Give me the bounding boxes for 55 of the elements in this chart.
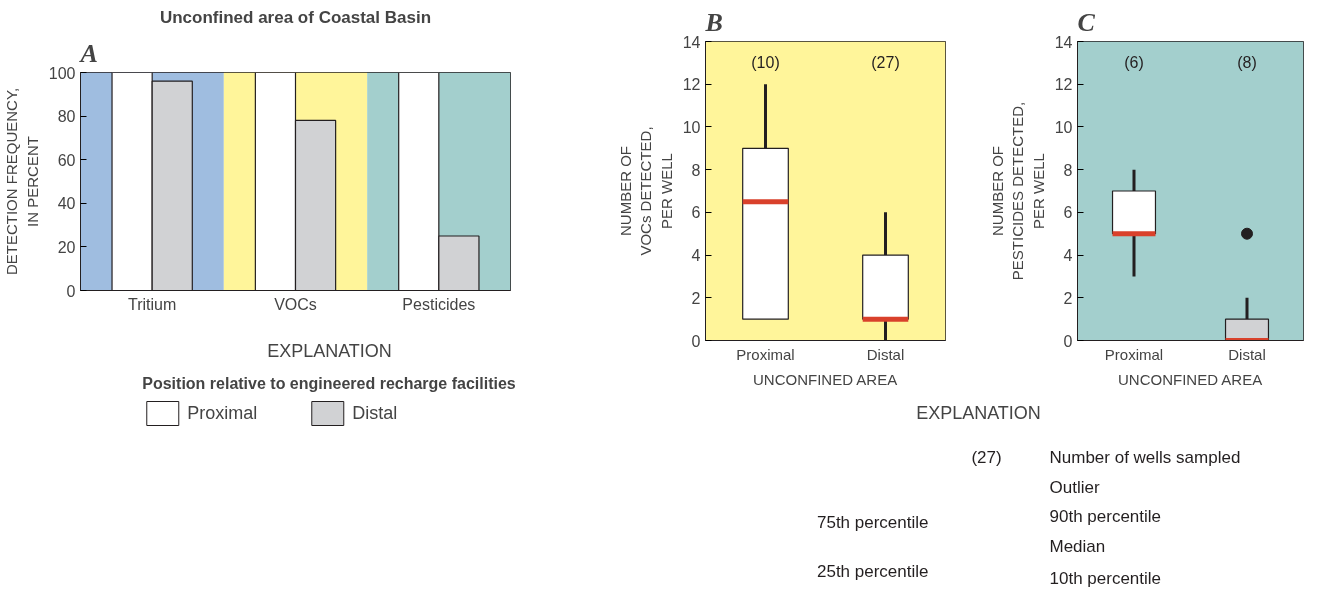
y-axis-title: DETECTION FREQUENCY, IN PERCENT	[3, 87, 41, 276]
text: C	[1077, 7, 1096, 37]
y-tick-label: 20	[57, 238, 76, 256]
x-tick-label: Proximal	[736, 345, 795, 363]
x-tick-label: Tritium	[128, 295, 177, 313]
annotation: (10)	[751, 53, 780, 71]
y-tick-label: 4	[1063, 247, 1073, 265]
y-tick-label: 12	[682, 76, 701, 94]
text: (27)	[971, 447, 1002, 467]
text: 10th percentile	[1049, 569, 1162, 589]
text: A	[78, 38, 98, 68]
x-tick-label: Distal	[866, 345, 905, 363]
text: Number of wells sampled	[1049, 447, 1241, 467]
x-tick-label: Distal	[1228, 345, 1266, 363]
y-tick-label: 80	[57, 108, 76, 126]
y-tick-label: 0	[691, 332, 701, 350]
text: Outlier	[1049, 478, 1100, 498]
chart-title: Unconfined area of Coastal Basin	[159, 7, 432, 27]
text: EXPLANATION	[916, 402, 1041, 423]
text: 75th percentile	[816, 512, 929, 532]
y-tick-label: 12	[1054, 76, 1073, 94]
y-tick-label: 2	[1063, 289, 1073, 307]
y-tick-label: 4	[691, 247, 701, 265]
y-tick-label: 14	[1054, 33, 1073, 51]
y-tick-label: 0	[1063, 332, 1073, 350]
x-tick-label: Proximal	[1104, 345, 1164, 363]
y-tick-label: 0	[66, 282, 76, 300]
legend-title: Position relative to engineered recharge facilities	[142, 375, 516, 393]
y-tick-label: 6	[1063, 204, 1073, 222]
x-axis-title: UNCONFINED AREA	[1117, 370, 1263, 388]
x-tick-label: VOCs	[274, 295, 317, 313]
y-tick-label: 10	[1054, 118, 1073, 136]
y-tick-label: 10	[682, 118, 701, 136]
y-tick-label: 100	[48, 64, 76, 82]
text: Median	[1049, 536, 1106, 556]
x-tick-label: Pesticides	[402, 295, 476, 313]
text: 25th percentile	[816, 562, 929, 582]
y-tick-label: 60	[57, 151, 76, 169]
y-tick-label: 14	[682, 33, 701, 51]
y-tick-label: 40	[57, 195, 76, 213]
annotation: (8)	[1237, 53, 1257, 71]
legend-label: Distal	[352, 402, 398, 424]
y-tick-label: 6	[691, 204, 701, 222]
x-axis-title: UNCONFINED AREA	[752, 370, 898, 388]
y-tick-label: 8	[691, 161, 701, 179]
text: EXPLANATION	[267, 340, 392, 361]
y-tick-label: 2	[691, 289, 701, 307]
text: 90th percentile	[1049, 507, 1162, 527]
annotation: (6)	[1124, 53, 1144, 71]
y-axis-title: NUMBER OF VOCs DETECTED, PER WELL	[616, 126, 675, 256]
annotation: (27)	[871, 53, 900, 71]
y-axis-title: NUMBER OF PESTICIDES DETECTED, PER WELL	[988, 101, 1047, 281]
y-tick-label: 8	[1063, 161, 1073, 179]
legend-label: Proximal	[187, 402, 258, 424]
text: B	[704, 7, 723, 37]
